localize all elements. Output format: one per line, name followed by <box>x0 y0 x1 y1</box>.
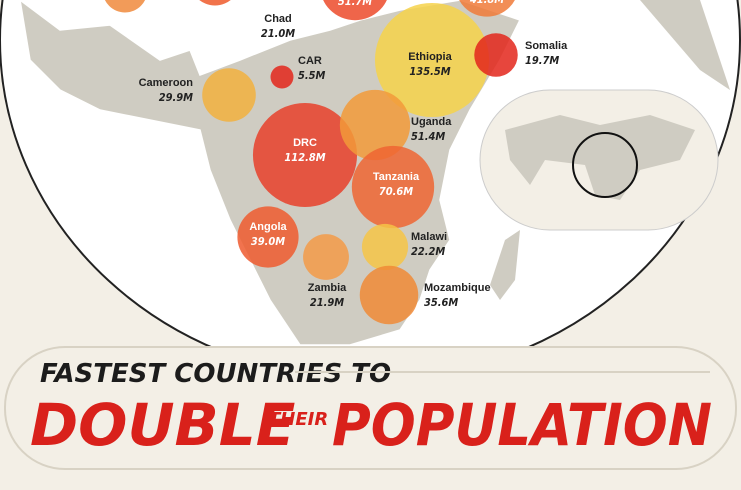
population-label: 39.0M <box>251 235 285 248</box>
population-bubble <box>359 265 419 325</box>
banner <box>4 346 737 470</box>
title-their: THEIR <box>268 409 328 430</box>
title-double: DOUBLE <box>30 391 295 459</box>
population-label: 51.4M <box>411 130 445 143</box>
country-name: Uganda <box>411 116 452 128</box>
country-name: Tanzania <box>373 171 420 183</box>
country-name: Ethiopia <box>408 51 452 63</box>
madagascar <box>490 230 520 300</box>
inset-highlight <box>572 132 638 198</box>
country-name: Angola <box>249 221 287 233</box>
population-bubble <box>323 0 387 21</box>
country-name: Cameroon <box>139 77 194 89</box>
population-label: 21.0M <box>261 27 295 40</box>
country-name: Mozambique <box>424 282 491 294</box>
population-bubble <box>374 2 490 118</box>
country-name: Zambia <box>308 282 347 294</box>
population-label: 27.0M <box>198 0 232 3</box>
population-label: 41.8M <box>470 0 504 6</box>
population-label: 112.8M <box>284 151 325 164</box>
inset-world <box>505 115 695 200</box>
population-bubble <box>459 0 515 17</box>
population-label: 70.6M <box>379 185 413 198</box>
population-label: 5.5M <box>298 69 326 82</box>
population-label: 19.7M <box>525 54 559 67</box>
country-name: Malawi <box>411 231 447 243</box>
kicker: FASTEST COUNTRIES TO <box>40 359 391 389</box>
population-bubble <box>199 0 231 6</box>
population-label: 35.6M <box>424 296 458 309</box>
population-label: 51.7M <box>338 0 372 8</box>
population-label: 21.9M <box>310 296 344 309</box>
country-name: CAR <box>298 55 322 67</box>
arabia <box>640 0 730 90</box>
population-bubble <box>474 33 518 77</box>
country-name: Somalia <box>525 40 568 52</box>
country-name: Chad <box>264 13 292 25</box>
population-bubble <box>252 102 358 208</box>
population-bubble <box>202 68 256 122</box>
population-bubble <box>104 0 146 13</box>
population-bubble <box>270 65 294 89</box>
population-label: 135.5M <box>409 65 450 78</box>
population-bubble <box>351 145 435 229</box>
title-population: POPULATION <box>332 391 712 459</box>
population-bubble <box>339 89 411 161</box>
population-label: 29.9M <box>159 91 193 104</box>
population-label: 22.2M <box>411 245 445 258</box>
country-name: DRC <box>293 137 317 149</box>
population-bubble <box>303 234 349 280</box>
population-bubble <box>237 206 299 268</box>
population-bubble <box>361 223 409 271</box>
